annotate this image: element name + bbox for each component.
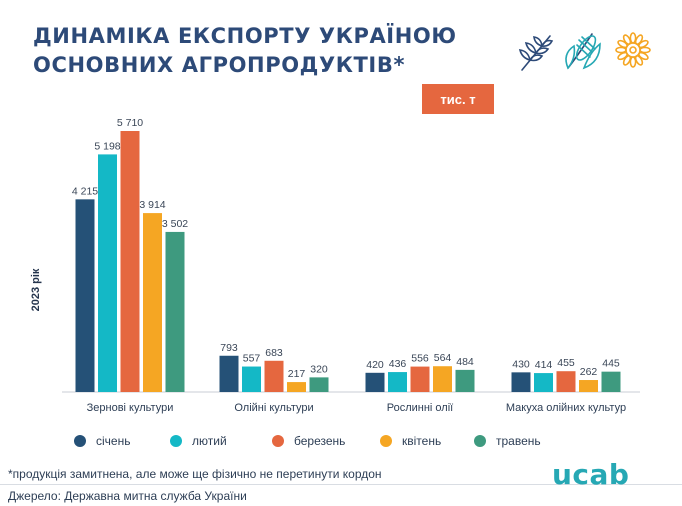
category-label: Олійні культури xyxy=(234,402,313,414)
data-label: 556 xyxy=(411,353,429,365)
category-label: Зернові культури xyxy=(87,402,174,414)
bar xyxy=(579,380,598,392)
legend-swatch xyxy=(74,435,86,447)
data-label: 557 xyxy=(243,353,261,365)
header-icons xyxy=(518,32,651,71)
legend-item: лютий xyxy=(170,434,227,448)
sunflower-petal xyxy=(638,51,649,61)
legend-swatch xyxy=(170,435,182,447)
sunflower-petal xyxy=(629,32,637,44)
page-title: ДИНАМІКА ЕКСПОРТУ УКРАЇНОЮ ОСНОВНИХ АГРО… xyxy=(33,22,503,80)
legend-swatch xyxy=(380,435,392,447)
legend-item: квітень xyxy=(380,434,441,448)
data-label: 793 xyxy=(220,342,238,354)
source-text: Джерело: Державна митна служба України xyxy=(8,489,247,503)
data-label: 564 xyxy=(434,352,452,364)
data-label: 217 xyxy=(288,368,306,380)
sunflower-petal xyxy=(615,46,627,54)
title-line-2: ОСНОВНИХ АГРОПРОДУКТІВ* xyxy=(33,53,406,77)
data-label: 484 xyxy=(456,356,474,368)
legend-swatch xyxy=(272,435,284,447)
bar xyxy=(601,371,621,392)
footnote: *продукція замитнена, але може ще фізичн… xyxy=(8,467,382,481)
sunflower-petal xyxy=(639,46,651,54)
data-label: 436 xyxy=(389,358,407,370)
bar xyxy=(75,199,95,392)
legend-item: березень xyxy=(272,434,345,448)
data-label: 320 xyxy=(310,363,328,375)
sunflower-petal xyxy=(622,55,632,66)
legend-label: квітень xyxy=(402,434,442,448)
sunflower-petal xyxy=(617,39,628,49)
title-line-1: ДИНАМІКА ЕКСПОРТУ УКРАЇНОЮ xyxy=(33,24,457,48)
data-label: 3 502 xyxy=(162,218,188,230)
bar xyxy=(165,231,185,392)
sunflower-petal xyxy=(634,34,644,45)
legend-label: січень xyxy=(96,434,131,448)
sunflower-petal xyxy=(622,34,632,45)
ucab-logo: ucab xyxy=(552,458,630,491)
bar-chart: 4 215 5 198 5 710 3 914 3 502 Зернові культур… xyxy=(62,117,640,414)
data-label: 455 xyxy=(557,357,575,369)
bar xyxy=(264,360,284,392)
legend-label: лютий xyxy=(192,434,227,448)
data-label: 414 xyxy=(535,359,553,371)
bar xyxy=(455,369,475,392)
legend-item: січень xyxy=(74,434,130,448)
bar xyxy=(534,373,553,392)
separator xyxy=(0,484,682,485)
sunflower-petal xyxy=(617,51,628,61)
data-label: 445 xyxy=(602,358,620,370)
data-label: 4 215 xyxy=(72,185,98,197)
legend-item: травень xyxy=(474,434,541,448)
unit-badge: тис. т xyxy=(422,84,494,114)
bar xyxy=(556,371,576,392)
legend-label: березень xyxy=(294,434,346,448)
legend-swatch xyxy=(474,435,486,447)
bar xyxy=(98,154,117,392)
bar xyxy=(120,131,140,392)
data-label: 683 xyxy=(265,347,283,359)
bar xyxy=(433,366,452,392)
bar xyxy=(287,382,306,392)
sunflower-petal xyxy=(638,39,649,49)
data-label: 5 710 xyxy=(117,117,143,129)
corn-icon xyxy=(565,33,601,70)
bar xyxy=(365,372,385,392)
data-label: 3 914 xyxy=(139,199,165,211)
sunflower-petal xyxy=(634,55,644,66)
data-label: 262 xyxy=(580,366,598,378)
bar xyxy=(309,377,329,392)
wheat-icon xyxy=(518,35,554,71)
legend: січень лютий березень квітень травень xyxy=(0,434,682,452)
category-label: Макуха олійних культур xyxy=(506,402,626,414)
sunflower-petal xyxy=(629,56,637,68)
category-label: Рослинні олії xyxy=(387,402,453,414)
bar xyxy=(410,366,430,392)
bar xyxy=(511,372,531,392)
legend-label: травень xyxy=(496,434,541,448)
bar xyxy=(388,372,407,392)
bar xyxy=(242,366,261,392)
data-label: 5 198 xyxy=(94,140,120,152)
sunflower-icon xyxy=(615,32,651,68)
data-label: 430 xyxy=(512,358,530,370)
bar xyxy=(219,355,239,392)
data-label: 420 xyxy=(366,359,384,371)
bar xyxy=(143,213,162,392)
